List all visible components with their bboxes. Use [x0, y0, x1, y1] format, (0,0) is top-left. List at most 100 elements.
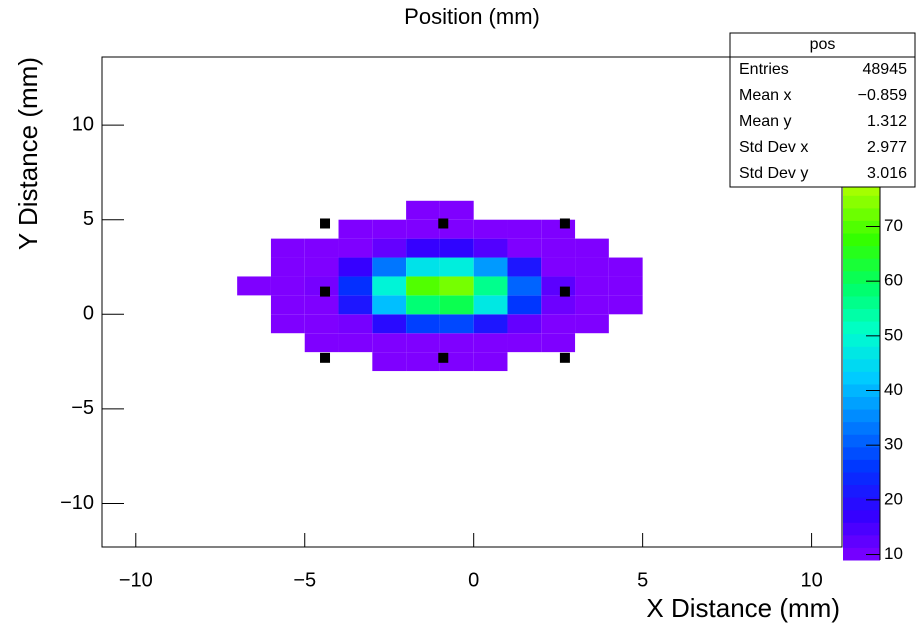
color-bar-band — [843, 295, 880, 309]
color-bar-band — [843, 308, 880, 322]
stats-title: pos — [810, 36, 836, 53]
stats-value: 1.312 — [867, 113, 907, 130]
heatmap-cell — [507, 238, 542, 258]
color-bar-band — [843, 233, 880, 247]
color-bar-band — [843, 258, 880, 272]
heatmap-cell — [304, 276, 339, 296]
stats-label: Mean x — [739, 87, 791, 104]
color-bar-band — [843, 459, 880, 473]
stats-value: −0.859 — [858, 87, 907, 104]
heatmap-cell — [473, 333, 508, 353]
heatmap-cell — [439, 314, 474, 334]
color-bar-band — [843, 522, 880, 536]
stats-value: 2.977 — [867, 139, 907, 156]
color-bar-tick-label: 60 — [884, 271, 903, 290]
heatmap-cell — [541, 257, 576, 277]
heatmap-cell — [507, 276, 542, 296]
heatmap-cell — [304, 314, 339, 334]
y-tick-label: 0 — [83, 303, 94, 325]
color-bar-band — [843, 396, 880, 410]
x-tick-label: 10 — [800, 569, 822, 591]
marker — [559, 218, 570, 229]
marker — [438, 352, 449, 363]
stats-label: Mean y — [739, 113, 791, 130]
heatmap-cell — [338, 238, 373, 258]
marker — [320, 286, 331, 297]
color-bar-band — [843, 283, 880, 297]
heatmap-cell — [541, 295, 576, 315]
chart-title: Position (mm) — [404, 4, 540, 29]
heatmap-cell — [338, 257, 373, 277]
heatmap-cell — [338, 333, 373, 353]
x-tick-label: −10 — [119, 569, 153, 591]
heatmap-cell — [541, 219, 576, 239]
heatmap-cell — [473, 314, 508, 334]
heatmap-cell — [270, 295, 305, 315]
heatmap-cell — [473, 238, 508, 258]
heatmap-cell — [439, 276, 474, 296]
heatmap-cell — [439, 219, 474, 239]
plot-frame — [101, 56, 843, 548]
heatmap-cell — [439, 257, 474, 277]
heatmap-cell — [473, 257, 508, 277]
color-bar-band — [843, 446, 880, 460]
heatmap-cell — [406, 295, 440, 315]
marker — [438, 218, 449, 229]
color-bar-band — [843, 270, 880, 284]
heatmap-cell — [338, 295, 373, 315]
color-bar-tick-label: 30 — [884, 435, 903, 454]
heatmap-cell — [372, 333, 407, 353]
y-tick-label: −5 — [71, 397, 94, 419]
heatmap-cell — [372, 219, 407, 239]
heatmap-cell — [575, 276, 609, 296]
color-bar-band — [843, 434, 880, 448]
heatmap-cell — [304, 238, 339, 258]
heatmap-cell — [575, 238, 609, 258]
heatmap-cell — [338, 219, 373, 239]
stats-label: Std Dev y — [739, 165, 808, 182]
color-bar-band — [843, 346, 880, 360]
heatmap-cell — [406, 238, 440, 258]
heatmap-cell — [406, 257, 440, 277]
heatmap-cell — [439, 238, 474, 258]
color-bar-band — [843, 534, 880, 548]
heatmap-cell — [406, 352, 440, 372]
stats-label: Std Dev x — [739, 139, 808, 156]
heatmap-cell — [406, 276, 440, 296]
y-tick-label: 10 — [72, 113, 94, 135]
heatmap-cell — [541, 276, 576, 296]
heatmap-cell — [439, 333, 474, 353]
heatmap-cell — [372, 257, 407, 277]
heatmap-cell — [270, 238, 305, 258]
color-bar-band — [843, 471, 880, 486]
marker — [320, 218, 331, 229]
color-bar-tick-label: 10 — [884, 544, 903, 563]
stats-value: 3.016 — [867, 165, 907, 182]
color-bar-band — [843, 220, 880, 234]
heatmap-cell — [237, 276, 271, 296]
x-tick-label: 5 — [637, 569, 648, 591]
marker — [559, 286, 570, 297]
heatmap-cell — [406, 219, 440, 239]
color-bar-band — [843, 484, 880, 498]
heatmap-cell — [338, 314, 373, 334]
marker — [559, 352, 570, 363]
stats-value: 48945 — [863, 61, 908, 78]
stats-label: Entries — [739, 61, 789, 78]
heatmap-cell — [406, 314, 440, 334]
color-bar-band — [843, 409, 880, 423]
heatmap-cell — [338, 276, 373, 296]
heatmap-cell — [507, 314, 542, 334]
heatmap-cell — [439, 295, 474, 315]
heatmap-cell — [304, 333, 339, 353]
heatmap-cell — [608, 295, 643, 315]
heatmap-cell — [507, 333, 542, 353]
color-bar-band — [843, 245, 880, 259]
color-bar-tick-label: 70 — [884, 216, 903, 235]
heatmap-cell — [473, 352, 508, 372]
heatmap-cell — [575, 257, 609, 277]
heatmap-cell — [439, 200, 474, 220]
color-bar-band — [843, 195, 880, 209]
color-bar-band — [843, 547, 880, 561]
